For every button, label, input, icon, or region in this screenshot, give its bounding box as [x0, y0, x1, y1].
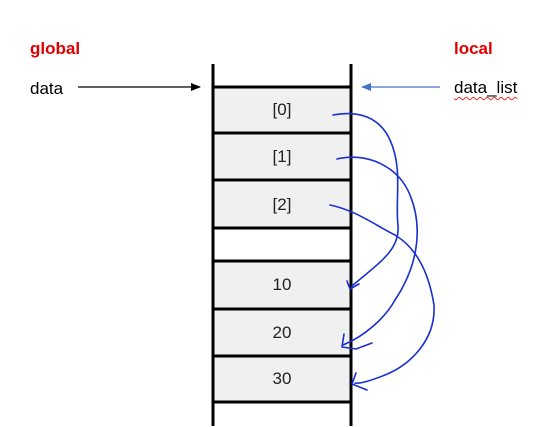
stack-cell-value-30: 30 — [213, 357, 351, 401]
pointer-1-arrowhead — [341, 333, 373, 350]
stack-cell-index-0: [0] — [213, 88, 351, 132]
stack-cell-value-10: 10 — [213, 262, 351, 308]
stack-dividers — [213, 85, 351, 404]
pointer-1-to-20 — [336, 156, 418, 346]
global-heading: global — [30, 39, 81, 58]
stack-cell-value-20: 20 — [213, 310, 351, 355]
local-heading: local — [454, 39, 493, 58]
local-variable-label: data_list — [454, 78, 518, 97]
pointer-0-arrowhead — [346, 280, 360, 290]
pointer-2-arrowhead — [351, 372, 368, 391]
stack-cell-index-1: [1] — [213, 135, 351, 179]
pointer-2-to-30 — [329, 204, 435, 384]
pointer-0-to-10 — [332, 112, 399, 287]
global-variable-label: data — [30, 79, 64, 98]
stack-cell-index-2: [2] — [213, 182, 351, 227]
